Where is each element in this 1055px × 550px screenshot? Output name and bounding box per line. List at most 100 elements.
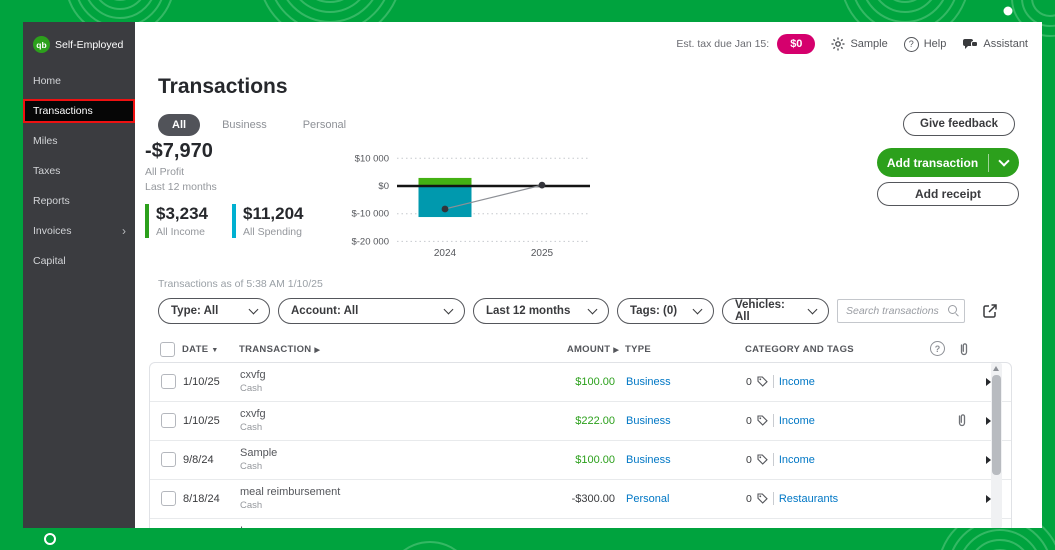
tag-icon (757, 454, 768, 465)
all-spending-amount: $11,204 (243, 204, 304, 223)
svg-text:$0: $0 (378, 181, 389, 192)
row-account: Cash (240, 461, 263, 472)
row-tag-count: 0 (746, 492, 752, 505)
assistant-chat-icon (963, 39, 979, 49)
tab-personal[interactable]: Personal (302, 119, 347, 131)
table-row[interactable]: 8/18/24 meal reimbursement Cash -$300.00… (150, 479, 1011, 518)
filter-account-all[interactable]: Account: All (278, 298, 465, 324)
search-box (837, 299, 965, 323)
row-category-link[interactable]: Restaurants (778, 492, 839, 505)
filter-type-all[interactable]: Type: All (158, 298, 270, 324)
topbar: Est. tax due Jan 15: $0 Sample ? Help (676, 34, 1028, 54)
all-profit-period: Last 12 months (145, 181, 217, 193)
row-expand-icon[interactable] (986, 495, 991, 503)
row-checkbox[interactable] (161, 413, 176, 428)
row-checkbox[interactable] (161, 452, 176, 467)
help-icon: ? (903, 36, 919, 52)
assistant-label: Assistant (983, 38, 1028, 50)
scrollbar-thumb[interactable] (992, 375, 1001, 475)
row-type-link[interactable]: Business (626, 415, 671, 427)
row-amount: $100.00 (575, 454, 615, 466)
select-all-checkbox[interactable] (160, 342, 175, 357)
sidebar-item-taxes[interactable]: Taxes › (33, 165, 61, 177)
sidebar-item-miles[interactable]: Miles › (33, 135, 58, 147)
transactions-asof-text: Transactions as of 5:38 AM 1/10/25 (158, 278, 323, 290)
all-income-amount: $3,234 (156, 204, 208, 223)
tab-business[interactable]: Business (222, 119, 267, 131)
row-type-link[interactable]: Personal (626, 493, 670, 505)
row-transaction-name: cxvfg (240, 408, 266, 420)
column-header-date[interactable]: DATE ▼ (182, 344, 219, 355)
column-header-amount[interactable]: AMOUNT ▶ (566, 344, 619, 355)
column-header-transaction[interactable]: TRANSACTION ▶ (239, 344, 321, 355)
sidebar-item-capital[interactable]: Capital › (33, 255, 66, 267)
sidebar-item-home[interactable]: Home › (33, 75, 62, 87)
row-amount: -$300.00 (571, 493, 615, 505)
search-icon (948, 305, 957, 314)
row-expand-icon[interactable] (986, 456, 991, 464)
category-separator (772, 375, 774, 388)
all-spending-stat: $11,204 All Spending (232, 204, 304, 238)
sort-right-icon: ▶ (314, 347, 321, 354)
scroll-up-arrow[interactable] (993, 366, 999, 371)
row-checkbox[interactable] (161, 491, 176, 506)
brand-name: Self-Employed (55, 38, 124, 51)
sidebar-item-reports[interactable]: Reports › (33, 195, 70, 207)
search-input[interactable] (837, 299, 965, 323)
add-transaction-dropdown[interactable] (989, 154, 1019, 167)
row-tag-count: 0 (746, 414, 752, 427)
row-type-link[interactable]: Business (626, 454, 671, 466)
help-menu[interactable]: ? Help (903, 36, 946, 52)
add-transaction-button[interactable]: Add transaction (877, 148, 1019, 177)
chevron-right-icon: › (122, 224, 126, 238)
sample-menu[interactable]: Sample (831, 37, 888, 51)
sidebar-item-invoices[interactable]: Invoices › (33, 224, 126, 238)
attachment-icon[interactable] (956, 412, 968, 429)
table-row[interactable]: 1/10/25 cxvfg Cash $100.00 Business 0 In… (150, 363, 1011, 401)
svg-text:$-20 000: $-20 000 (351, 236, 389, 247)
brand: qb Self-Employed (23, 34, 135, 69)
button-divider (988, 153, 989, 172)
row-checkbox[interactable] (161, 374, 176, 389)
row-date: 9/8/24 (183, 454, 214, 466)
column-help-icon[interactable]: ? (930, 341, 945, 356)
sidebar-item-transactions[interactable]: Transactions › (23, 99, 135, 123)
filter-tags-0[interactable]: Tags: (0) (617, 298, 714, 324)
table-row[interactable]: 6/5/24 Income Cash -$100.00 Personal 1 H… (150, 518, 1011, 528)
est-tax-amount-badge[interactable]: $0 (777, 34, 816, 54)
row-category-link[interactable]: Income (778, 414, 815, 427)
add-receipt-button[interactable]: Add receipt (877, 182, 1019, 206)
row-date: 1/10/25 (183, 415, 220, 427)
export-button[interactable] (981, 302, 999, 320)
give-feedback-button[interactable]: Give feedback (903, 112, 1015, 136)
sort-desc-icon: ▼ (211, 347, 219, 354)
decor-ring (44, 533, 56, 545)
row-category-link[interactable]: Income (778, 375, 815, 388)
row-category-link[interactable]: Income (778, 453, 815, 466)
category-separator (772, 453, 774, 466)
all-income-label: All Income (156, 226, 206, 238)
row-expand-icon[interactable] (986, 378, 991, 386)
filter-last-12-months[interactable]: Last 12 months (473, 298, 609, 324)
row-type-link[interactable]: Business (626, 376, 671, 388)
row-transaction-name: meal reimbursement (240, 486, 341, 498)
row-expand-icon[interactable] (986, 417, 991, 425)
row-account: Cash (240, 422, 263, 433)
tab-all[interactable]: All (158, 114, 201, 136)
table-scrollbar[interactable] (991, 363, 1002, 528)
column-attachment-icon[interactable] (958, 342, 970, 357)
all-spending-label: All Spending (243, 226, 302, 238)
table-row[interactable]: 1/10/25 cxvfg Cash $222.00 Business 0 In… (150, 401, 1011, 440)
row-transaction-name: Income (240, 525, 276, 528)
assistant-button[interactable]: Assistant (962, 37, 1028, 51)
table-row[interactable]: 9/8/24 Sample Cash $100.00 Business 0 In… (150, 440, 1011, 479)
filter-vehicles-all[interactable]: Vehicles: All (722, 298, 829, 324)
column-header-category: CATEGORY AND TAGS (745, 344, 854, 355)
column-header-type: TYPE (625, 344, 652, 355)
profit-trend-chart: $10 000 $0 $-10 000 $-20 000 2024 2025 (351, 153, 590, 259)
svg-text:2024: 2024 (434, 248, 457, 259)
chevron-down-icon (692, 304, 703, 314)
row-transaction-name: Sample (240, 447, 278, 459)
table-header: DATE ▼ TRANSACTION ▶ AMOUNT ▶ TYPE CATEGORY… (135, 341, 1042, 362)
